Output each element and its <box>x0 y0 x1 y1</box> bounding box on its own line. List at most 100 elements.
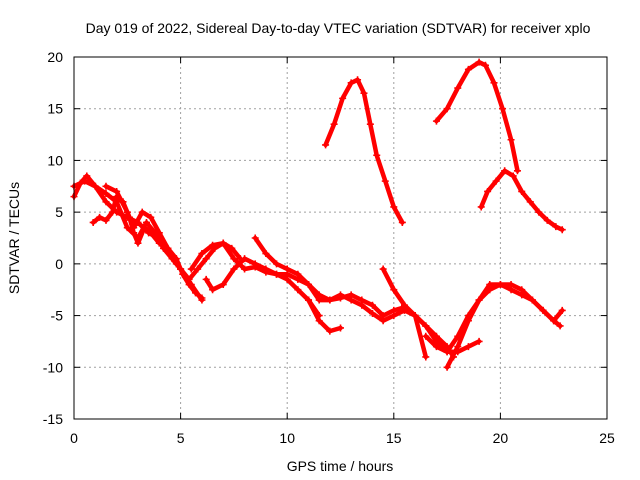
data-point <box>518 187 526 195</box>
data-point <box>422 322 430 330</box>
data-point <box>443 363 451 371</box>
data-point <box>360 89 368 97</box>
data-point <box>411 312 419 320</box>
y-tick-label: -10 <box>43 359 63 375</box>
series-line <box>203 256 322 318</box>
data-point <box>209 286 217 294</box>
data-point <box>164 244 172 252</box>
data-point <box>464 65 472 73</box>
data-point <box>305 296 313 304</box>
data-point <box>315 296 323 304</box>
data-point <box>187 265 195 273</box>
data-point <box>432 332 440 340</box>
data-point <box>347 79 355 87</box>
data-point <box>305 281 313 289</box>
series-line <box>434 59 520 174</box>
data-point <box>454 343 462 351</box>
data-point <box>230 255 238 263</box>
axes: 0 5 10 15 20 25 -15 -10 -5 0 5 10 15 20 <box>43 49 615 446</box>
y-tick-label: 0 <box>55 256 63 272</box>
data-point <box>91 182 99 190</box>
data-point <box>337 291 344 299</box>
data-point <box>513 167 521 175</box>
y-tick-label: 10 <box>47 152 63 168</box>
data-point <box>172 260 180 268</box>
series-track-8 <box>305 296 344 335</box>
data-point <box>422 353 430 361</box>
data-point <box>219 281 227 289</box>
series-track-13 <box>432 58 521 175</box>
series-track-11 <box>422 281 566 356</box>
x-tick-label: 20 <box>493 430 509 446</box>
data-point <box>484 187 492 195</box>
data-point <box>475 296 483 304</box>
data-point <box>518 291 526 299</box>
data-point <box>113 187 121 195</box>
x-tick-label: 5 <box>177 430 185 446</box>
data-point <box>192 289 200 297</box>
data-point <box>102 190 110 198</box>
data-point <box>400 301 408 309</box>
data-point <box>492 177 500 185</box>
data-point <box>354 76 362 84</box>
data-point <box>366 120 374 128</box>
data-point <box>509 172 517 180</box>
data-point <box>209 241 217 249</box>
x-axis-label: GPS time / hours <box>287 458 394 474</box>
x-tick-label: 25 <box>599 430 615 446</box>
data-point <box>241 255 249 263</box>
data-point <box>230 265 238 273</box>
data-series <box>70 58 566 371</box>
data-point <box>138 208 146 216</box>
data-point <box>543 216 551 224</box>
data-point <box>134 239 142 247</box>
data-point <box>390 312 398 320</box>
data-point <box>142 218 150 226</box>
data-point <box>507 286 515 294</box>
data-point <box>526 198 534 206</box>
data-point <box>241 265 249 273</box>
data-point <box>337 324 344 332</box>
data-point <box>155 239 163 247</box>
data-point <box>481 61 489 69</box>
data-point <box>486 286 494 294</box>
data-point <box>251 234 259 242</box>
data-point <box>330 120 338 128</box>
data-point <box>477 203 485 211</box>
x-tick-label: 10 <box>279 430 295 446</box>
data-point <box>339 94 347 102</box>
data-point <box>322 141 330 149</box>
data-point <box>262 265 270 273</box>
data-point <box>202 255 210 263</box>
data-point <box>202 275 210 283</box>
y-axis-label: SDTVAR / TECUs <box>6 182 22 294</box>
data-point <box>454 84 462 92</box>
y-tick-label: -5 <box>51 308 64 324</box>
data-point <box>102 198 110 206</box>
data-point <box>432 117 440 125</box>
series-track-12 <box>322 76 406 226</box>
series-track-14 <box>477 167 566 234</box>
data-point <box>123 208 131 216</box>
data-point <box>251 260 259 268</box>
data-point <box>507 136 515 144</box>
data-point <box>535 208 543 216</box>
data-point <box>490 79 498 87</box>
data-point <box>422 332 430 340</box>
data-point <box>185 281 193 289</box>
data-point <box>368 301 376 309</box>
data-point <box>273 270 281 278</box>
data-point <box>464 312 472 320</box>
series-line <box>306 297 343 334</box>
y-tick-label: 15 <box>47 101 63 117</box>
data-point <box>123 224 131 232</box>
data-point <box>155 229 163 237</box>
data-point <box>273 260 281 268</box>
data-point <box>147 229 155 237</box>
data-point <box>443 348 451 356</box>
data-point <box>283 275 291 283</box>
data-point <box>539 306 547 314</box>
data-point <box>89 218 97 226</box>
data-point <box>326 296 334 304</box>
